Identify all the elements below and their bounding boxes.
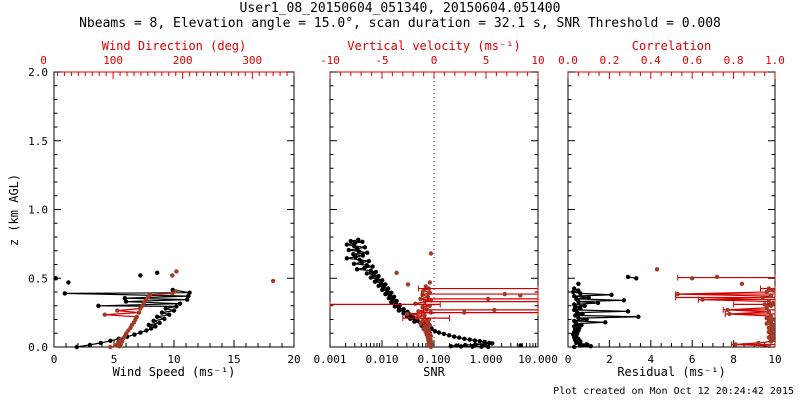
series-snr-isolated [518,343,523,348]
svg-text:2: 2 [606,353,613,366]
svg-text:5: 5 [111,353,118,366]
svg-text:-10: -10 [320,54,340,67]
wind-speed-axis-title: Wind Speed (ms⁻¹) [112,365,236,379]
svg-text:0.0: 0.0 [28,341,48,354]
svg-text:8: 8 [730,353,737,366]
svg-text:0: 0 [565,353,572,366]
svg-text:0.0: 0.0 [558,54,578,67]
svg-text:200: 200 [173,54,193,67]
svg-text:10.000: 10.000 [518,353,558,366]
svg-text:0.100: 0.100 [417,353,450,366]
correlation-axis-title: Correlation [631,39,712,53]
series-snr-profile [344,237,495,350]
svg-text:300: 300 [242,54,262,67]
svg-text:10: 10 [167,353,180,366]
svg-text:-5: -5 [375,54,388,67]
series-correlation-outliers [654,267,745,286]
y-axis-title: z (km AGL) [7,173,21,247]
svg-text:0: 0 [51,353,58,366]
svg-text:0.4: 0.4 [641,54,661,67]
svg-text:0.2: 0.2 [599,54,619,67]
series-vertical-velocity-outliers [329,251,539,322]
svg-text:0: 0 [40,54,47,67]
svg-text:10: 10 [531,54,544,67]
plot-title: User1_08_20150604_051340, 20150604.05140… [239,1,561,16]
series-correlation-profile [675,274,776,349]
panel-residual: 0 2 4 6 8 10 0.0 0.2 0.4 0.6 0.8 1.0 [558,54,785,366]
plot-subtitle: Nbeams = 8, Elevation angle = 15.0°, sca… [79,16,721,31]
svg-text:6: 6 [689,353,696,366]
series-residual-profile [571,286,641,350]
svg-text:1.0: 1.0 [765,54,785,67]
svg-text:0.8: 0.8 [724,54,744,67]
svg-text:1.0: 1.0 [28,204,48,217]
series-residual-isolated [576,281,581,286]
svg-text:100: 100 [103,54,123,67]
svg-text:1.5: 1.5 [28,135,48,148]
panel-snr: 0.001 0.010 0.100 1.000 10.000 -10 -5 0 5 10 [313,54,557,366]
residual-axis-title: Residual (ms⁻¹) [617,365,726,379]
creation-timestamp: Plot created on Mon Oct 12 20:24:42 2015 [553,386,794,397]
series-wind-speed-profile [62,287,192,350]
svg-text:5: 5 [483,54,490,67]
svg-text:1.000: 1.000 [469,353,502,366]
svg-text:0.6: 0.6 [682,54,702,67]
series-residual-upper-pair [625,274,639,281]
vertical-velocity-axis-title: Vertical velocity (ms⁻¹) [347,39,521,53]
svg-text:15: 15 [227,353,240,366]
snr-axis-title: SNR [423,365,445,379]
svg-text:20: 20 [287,353,300,366]
series-wind-speed-isolated [53,270,160,285]
svg-text:2.0: 2.0 [28,66,48,79]
svg-text:10: 10 [768,353,781,366]
svg-text:0.001: 0.001 [313,353,346,366]
svg-text:0.010: 0.010 [365,353,398,366]
svg-text:4: 4 [647,353,654,366]
svg-text:0.5: 0.5 [28,272,48,285]
series-wind-direction-profile [102,289,178,350]
series-wind-direction-isolated [170,269,276,284]
svg-text:0: 0 [431,54,438,67]
wind-direction-axis-title: Wind Direction (deg) [101,39,247,53]
